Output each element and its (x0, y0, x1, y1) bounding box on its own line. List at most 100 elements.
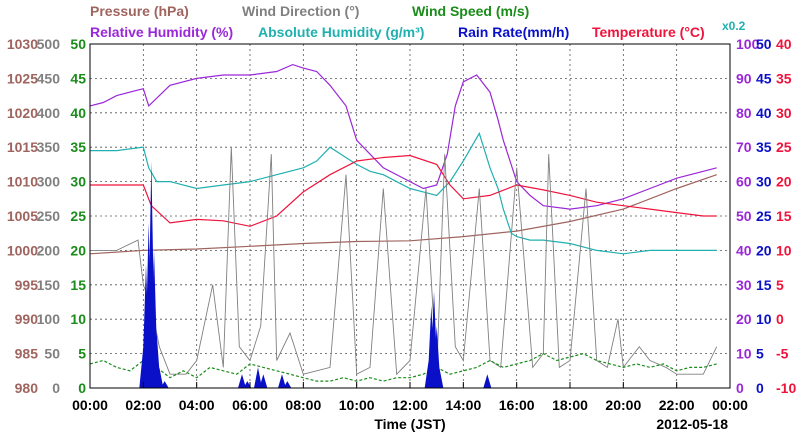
y-tick-label-rh: 10 (736, 346, 752, 362)
legend-wind-speed: Wind Speed (m/s) (412, 3, 529, 19)
y-tick-label-pressure: 985 (15, 346, 39, 362)
y-tick-label-pressure: 1020 (7, 105, 38, 121)
series-line-wind-speed (89, 352, 717, 382)
y-tick-label-wind-speed: 10 (70, 311, 86, 327)
date-label: 2012-05-18 (656, 416, 728, 432)
x-tick-label: 16:00 (499, 397, 535, 413)
y-tick-label-pressure: 1030 (7, 36, 38, 52)
rain-rate-spike (483, 374, 492, 388)
y-tick-label-rain: 40 (756, 105, 772, 121)
legend-absolute-humidity: Absolute Humidity (g/m³) (258, 24, 424, 40)
y-tick-label-wind-dir: 150 (37, 277, 61, 293)
x-tick-label: 04:00 (179, 397, 215, 413)
y-tick-label-pressure: 1000 (7, 242, 38, 258)
x-tick-label: 02:00 (125, 397, 161, 413)
y-tick-label-temp: 40 (776, 36, 792, 52)
rain-rate-spike (254, 367, 262, 388)
y-tick-label-rh: 60 (736, 174, 752, 190)
series-line-rh (89, 63, 717, 210)
y-tick-label-pressure: 1015 (7, 139, 38, 155)
rain-rate-spike (259, 374, 268, 388)
y-axis-labels: 9809859909951000100510101015102010251030… (7, 36, 797, 396)
axis-ticks (89, 382, 731, 388)
rain-rate-spike (283, 381, 292, 388)
y-tick-label-wind-speed: 30 (70, 174, 86, 190)
series-line-wind-dir (90, 147, 718, 376)
y-tick-label-wind-dir: 0 (52, 380, 60, 396)
y-tick-label-wind-dir: 250 (37, 208, 61, 224)
x-tick-label: 10:00 (339, 397, 375, 413)
x-tick-label: 00:00 (72, 397, 108, 413)
y-tick-label-rain: 5 (756, 346, 764, 362)
y-tick-label-wind-speed: 50 (70, 36, 86, 52)
rain-rate-spike (160, 381, 169, 388)
y-tick-label-rh: 70 (736, 139, 752, 155)
legend-relative-humidity: Relative Humidity (%) (90, 24, 233, 40)
x-tick-label: 00:00 (712, 397, 748, 413)
y-tick-label-pressure: 1005 (7, 208, 38, 224)
y-tick-label-wind-dir: 300 (37, 174, 61, 190)
y-tick-label-pressure: 980 (15, 380, 39, 396)
x-axis-labels: 00:00 02:00 04:00 06:00 08:00 10:00 12:00 14:00… (72, 397, 748, 413)
y-tick-label-temp: 15 (776, 208, 792, 224)
legend-ah-scale-note: x0.2 (722, 19, 746, 33)
x-tick-label: 06:00 (232, 397, 268, 413)
legend-row-2: Relative Humidity (%) Absolute Humidity … (90, 19, 746, 40)
y-tick-label-rain: 20 (756, 242, 772, 258)
y-tick-label-rain: 30 (756, 174, 772, 190)
y-tick-label-wind-speed: 15 (70, 277, 86, 293)
y-tick-label-wind-dir: 50 (44, 346, 60, 362)
series-line-pressure (89, 174, 717, 255)
y-tick-label-temp: -5 (776, 346, 789, 362)
y-tick-label-temp: 5 (776, 277, 784, 293)
y-tick-label-wind-dir: 200 (37, 242, 61, 258)
rain-rate-spike (435, 367, 444, 388)
y-tick-label-wind-speed: 5 (78, 346, 86, 362)
y-tick-label-temp: 30 (776, 105, 792, 121)
y-tick-label-rh: 90 (736, 70, 752, 86)
y-tick-label-rain: 45 (756, 70, 772, 86)
x-tick-label: 22:00 (659, 397, 695, 413)
y-tick-label-rh: 0 (736, 380, 744, 396)
x-tick-label: 18:00 (552, 397, 588, 413)
x-tick-label: 20:00 (605, 397, 641, 413)
y-tick-label-temp: 25 (776, 139, 792, 155)
x-tick-label: 14:00 (445, 397, 481, 413)
x-tick-label: 08:00 (285, 397, 321, 413)
legend-row-1: Pressure (hPa) Wind Direction (°) Wind S… (90, 3, 529, 19)
y-tick-label-temp: 20 (776, 174, 792, 190)
y-tick-label-wind-speed: 40 (70, 105, 86, 121)
y-tick-label-wind-speed: 45 (70, 70, 86, 86)
y-tick-label-rh: 30 (736, 277, 752, 293)
y-tick-label-rain: 35 (756, 139, 772, 155)
y-tick-label-wind-dir: 450 (37, 70, 61, 86)
y-tick-label-rh: 80 (736, 105, 752, 121)
y-tick-label-wind-speed: 20 (70, 242, 86, 258)
y-tick-label-rh: 50 (736, 208, 752, 224)
y-tick-label-temp: -10 (776, 380, 796, 396)
x-tick-label: 12:00 (392, 397, 428, 413)
legend-temperature: Temperature (°C) (592, 24, 705, 40)
y-tick-label-wind-speed: 0 (78, 380, 86, 396)
y-tick-label-wind-dir: 100 (37, 311, 61, 327)
y-tick-label-rain: 25 (756, 208, 772, 224)
y-tick-label-rain: 15 (756, 277, 772, 293)
y-tick-label-pressure: 995 (15, 277, 39, 293)
series-layer (89, 63, 718, 388)
y-tick-label-wind-dir: 500 (37, 36, 61, 52)
y-tick-label-wind-speed: 35 (70, 139, 86, 155)
y-tick-label-rain: 10 (756, 311, 772, 327)
grid (90, 44, 730, 388)
y-tick-label-rh: 40 (736, 242, 752, 258)
y-tick-label-rain: 0 (756, 380, 764, 396)
y-tick-label-rh: 100 (736, 36, 760, 52)
legend-rain-rate: Rain Rate(mm/h) (458, 24, 569, 40)
rain-rate-spike (243, 381, 252, 388)
y-tick-label-rain: 50 (756, 36, 772, 52)
x-axis-title: Time (JST) (374, 416, 445, 432)
y-tick-label-temp: 35 (776, 70, 792, 86)
y-tick-label-wind-speed: 25 (70, 208, 86, 224)
rain-rate-spike (155, 367, 164, 388)
